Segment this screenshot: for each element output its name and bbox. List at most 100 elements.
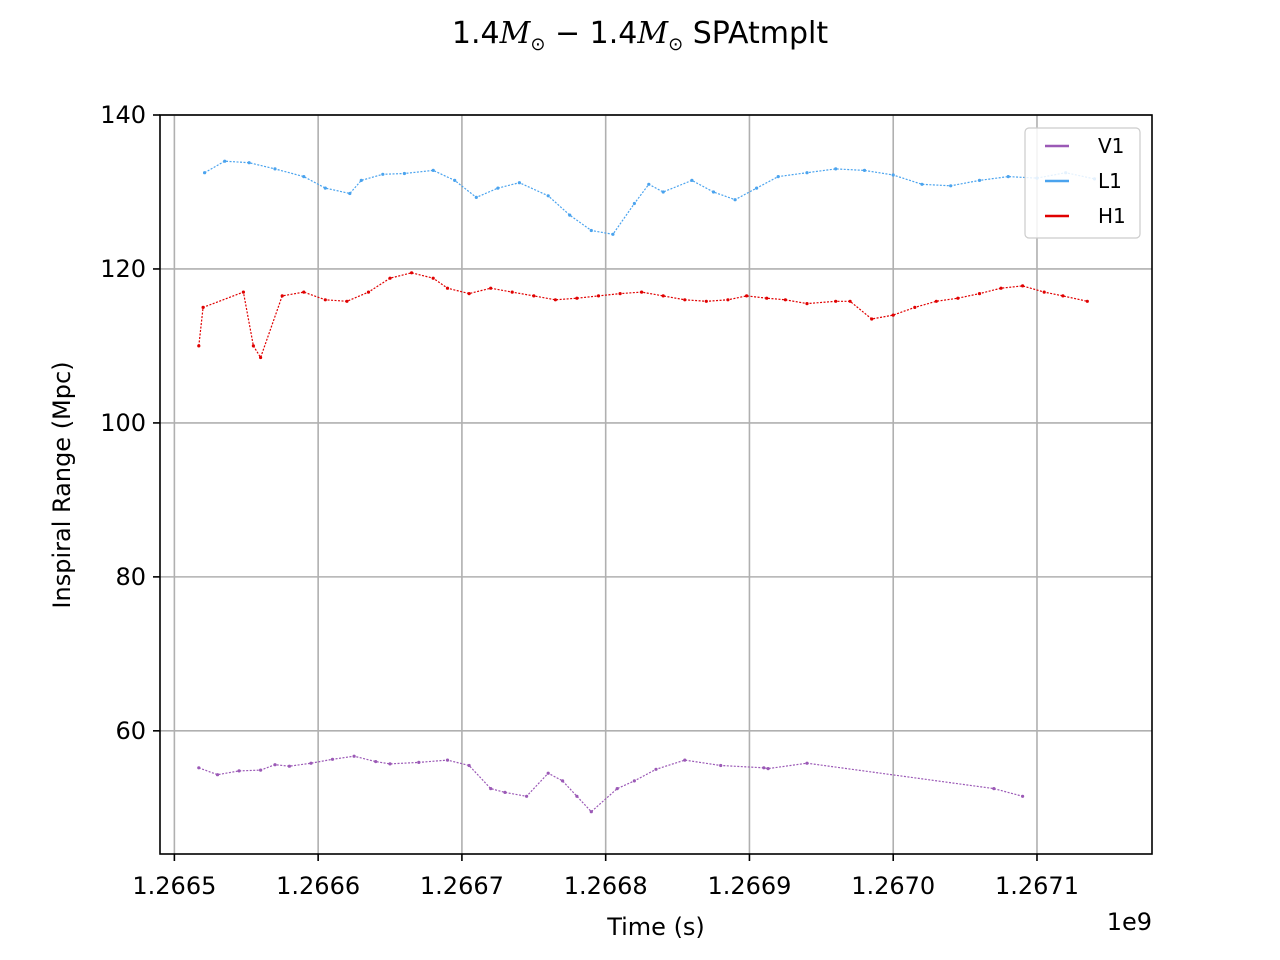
data-point-h1 [913,305,917,309]
data-point-h1 [388,276,392,280]
y-axis: 60 80 100 120 140 [100,101,160,745]
data-point-v1 [632,779,637,783]
data-point-l1 [453,178,457,182]
data-point-l1 [381,172,385,176]
grid [160,114,1152,854]
data-point-v1 [197,766,201,770]
data-point-h1 [745,294,749,298]
data-point-v1 [719,763,723,768]
data-point-l1 [647,182,651,186]
x-tick-label: 1.2671 [995,872,1079,900]
x-tick-label: 1.2669 [707,872,791,900]
data-point-l1 [496,186,500,190]
data-point-v1 [445,758,450,762]
data-point-h1 [1061,294,1065,298]
x-tick-label: 1.2667 [420,872,504,900]
data-point-h1 [870,317,874,321]
data-point-l1 [431,168,435,172]
data-point-v1 [615,787,619,791]
data-point-l1 [805,171,809,175]
chart-title: 1.4M⊙ − 1.4M⊙ SPAtmplt [0,16,1280,55]
data-point-v1 [683,758,687,762]
data-point-h1 [999,286,1003,290]
data-point-h1 [783,298,788,302]
data-point-v1 [352,754,356,758]
data-point-l1 [977,178,982,182]
data-point-h1 [553,298,558,302]
data-point-h1 [259,355,263,360]
data-point-h1 [834,299,838,303]
data-point-h1 [618,292,622,296]
series-layer [197,159,1097,814]
x-tick-label: 1.2666 [276,872,360,900]
data-point-l1 [733,198,737,202]
data-point-l1 [1006,175,1010,179]
legend: V1 L1 H1 [1024,127,1141,239]
data-point-l1 [402,171,406,176]
data-point-h1 [366,290,371,294]
title-mass1: 1.4 [451,16,500,51]
data-point-l1 [474,195,478,199]
data-point-l1 [203,171,207,175]
data-point-h1 [765,296,769,300]
data-point-v1 [237,769,241,773]
y-tick-label: 140 [100,101,146,129]
data-point-l1 [891,173,895,177]
data-point-h1 [532,294,536,298]
data-point-h1 [323,298,327,302]
data-point-l1 [632,201,637,206]
data-point-v1 [762,766,766,770]
data-point-l1 [302,175,306,179]
data-point-h1 [661,294,665,298]
data-point-l1 [611,232,615,236]
data-point-v1 [388,762,392,766]
data-point-h1 [683,298,687,302]
data-point-v1 [654,767,658,771]
data-point-v1 [309,761,313,765]
data-point-l1 [776,175,780,179]
data-point-v1 [259,768,263,772]
data-point-v1 [525,794,529,798]
series-line-h1 [198,272,1088,359]
data-point-v1 [575,794,579,798]
title-template-name: SPAtmplt [692,16,829,51]
data-point-v1 [546,771,550,775]
data-point-h1 [575,296,579,300]
x-axis-label: Time (s) [606,913,705,941]
y-axis-label: Inspiral Range (Mpc) [48,361,76,608]
data-point-h1 [510,290,514,294]
data-point-h1 [489,286,493,290]
data-point-v1 [273,763,277,767]
data-point-l1 [273,167,277,171]
data-point-l1 [949,184,953,188]
y-tick-label: 60 [115,717,146,745]
data-point-l1 [323,186,327,190]
data-point-l1 [247,161,251,165]
legend-box [1024,127,1141,239]
data-point-h1 [934,299,938,303]
data-point-h1 [241,290,245,294]
data-point-h1 [848,299,852,303]
data-point-v1 [561,779,565,783]
data-point-h1 [302,290,306,294]
data-point-v1 [992,787,996,791]
data-point-v1 [287,764,291,768]
data-point-h1 [805,302,809,306]
data-point-v1 [417,760,421,765]
data-point-h1 [251,344,255,348]
data-point-h1 [445,286,450,290]
data-point-v1 [805,761,809,765]
data-point-l1 [834,167,838,171]
y-tick-label: 120 [100,255,146,283]
data-point-h1 [1021,284,1025,288]
y-tick-label: 80 [115,563,146,591]
data-point-h1 [704,299,708,303]
title-mass-symbol-2: M [637,16,669,51]
data-point-h1 [467,292,471,296]
title-mass2: 1.4 [589,16,638,51]
data-point-l1 [546,194,550,198]
data-point-v1 [374,760,378,764]
data-point-l1 [661,190,665,194]
data-point-l1 [359,178,363,182]
